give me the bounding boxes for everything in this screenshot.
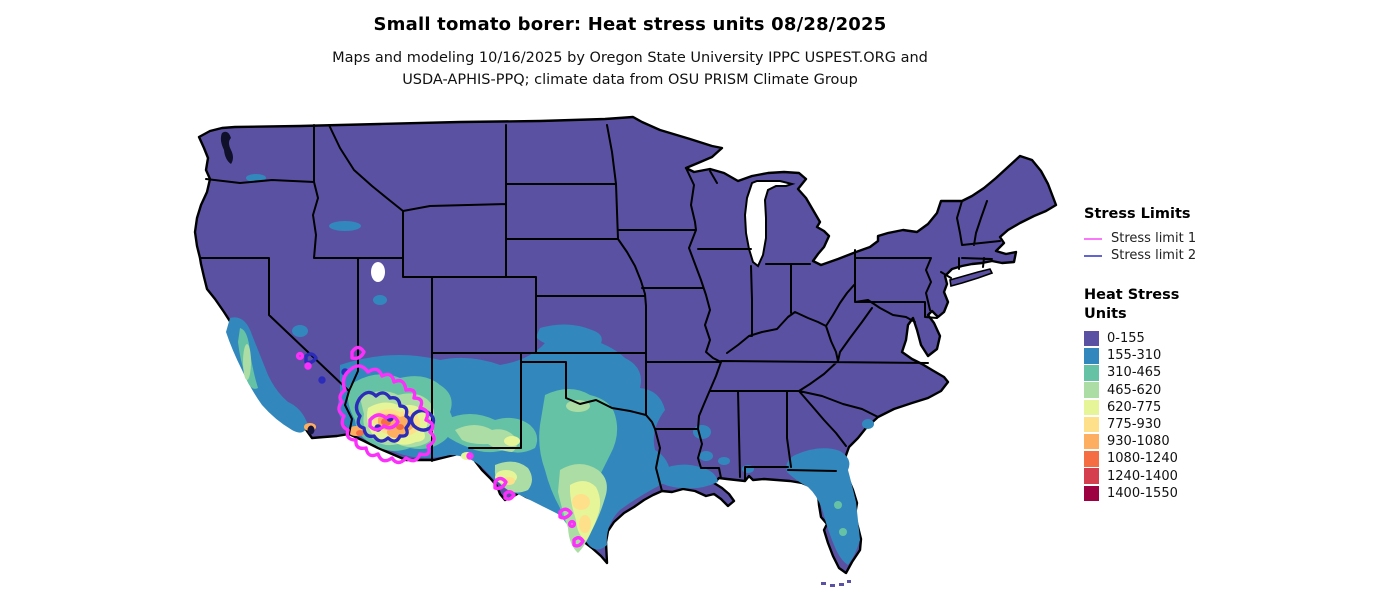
heat-swatch [1084, 348, 1099, 364]
legend-row: 1080-1240 [1084, 450, 1384, 467]
legend-row: 155-310 [1084, 347, 1384, 364]
heat-swatch [1084, 416, 1099, 433]
heat-range-label: 310-465 [1107, 365, 1162, 381]
heat-range-label: 620-775 [1107, 399, 1162, 415]
legend-row: 1400-1550 [1084, 485, 1384, 502]
heat-range-label: 1080-1240 [1107, 451, 1178, 467]
heat-range-label: 930-1080 [1107, 434, 1170, 450]
salton-sea [307, 425, 315, 435]
heat-swatch [1084, 365, 1099, 381]
stress-limits-title: Stress Limits [1084, 206, 1191, 222]
legend-row: 465-620 [1084, 382, 1384, 399]
heat-legend-rows: 0-155 155-310 310-465 465-620 620-775 77… [1084, 330, 1384, 502]
stress-limit-1-contours [295, 345, 585, 548]
legend-row: 930-1080 [1084, 433, 1384, 450]
heat-swatch [1084, 468, 1099, 484]
heat-stress-title-line1: Heat Stress [1084, 287, 1180, 303]
heat-stress-title-line2: Units [1084, 306, 1127, 322]
heat-swatch [1084, 485, 1099, 502]
heat-range-label: 465-620 [1107, 382, 1162, 398]
stress-limit-1-key: Stress limit 1 [1084, 230, 1384, 247]
page-subtitle: Maps and modeling 10/16/2025 by Oregon S… [0, 47, 1260, 91]
subtitle-line-1: Maps and modeling 10/16/2025 by Oregon S… [332, 50, 928, 66]
heat-range-label: 1400-1550 [1107, 485, 1178, 501]
stress-limit-1-line [1084, 237, 1102, 240]
heat-range-label: 155-310 [1107, 348, 1162, 364]
stress-limit-2-key: Stress limit 2 [1084, 247, 1384, 264]
legend: Stress Limits Stress limit 1 Stress limi… [1084, 206, 1384, 502]
long-island [949, 268, 994, 288]
heat-swatch [1084, 330, 1099, 347]
heat-swatch [1084, 399, 1099, 416]
stress-limit-2-line [1084, 254, 1102, 257]
heat-swatch [1084, 433, 1099, 450]
legend-row: 775-930 [1084, 416, 1384, 433]
legend-row: 620-775 [1084, 399, 1384, 416]
heat-swatch [1084, 451, 1099, 467]
title-block: Small tomato borer: Heat stress units 08… [0, 14, 1260, 91]
heat-range-label: 775-930 [1107, 417, 1162, 433]
legend-row: 0-155 [1084, 330, 1384, 347]
heat-range-label: 0-155 [1107, 331, 1145, 347]
lake-michigan [743, 180, 796, 268]
great-salt-lake [371, 262, 385, 282]
heat-range-label: 1240-1400 [1107, 468, 1178, 484]
florida-keys [821, 580, 851, 587]
heat-stress-title: Heat Stress Units [1084, 286, 1384, 324]
legend-row: 310-465 [1084, 364, 1384, 381]
puget-sound [220, 131, 233, 164]
subtitle-line-2: USDA-APHIS-PPQ; climate data from OSU PR… [402, 72, 858, 88]
page-title: Small tomato borer: Heat stress units 08… [373, 14, 887, 35]
heat-swatch [1084, 382, 1099, 398]
stress-limit-2-label: Stress limit 2 [1111, 248, 1197, 263]
legend-row: 1240-1400 [1084, 468, 1384, 485]
stress-limit-1-label: Stress limit 1 [1111, 231, 1197, 246]
state-borders [199, 124, 1001, 492]
